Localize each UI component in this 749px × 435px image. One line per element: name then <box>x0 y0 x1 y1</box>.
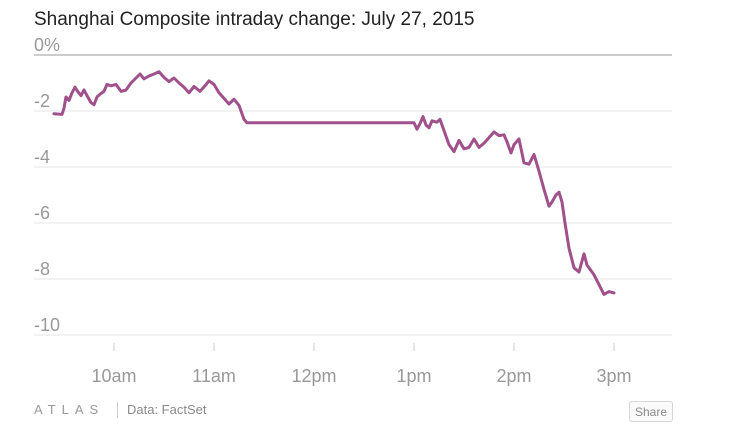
x-tick-label: 11am <box>192 366 236 386</box>
line-chart: 0% -2 -4 -6 -8 -10 10am 11am 12pm 1pm 2pm 3pm <box>34 35 672 386</box>
chart-title: Shanghai Composite intraday change: July… <box>34 9 475 30</box>
x-tick-label: 2pm <box>496 366 531 386</box>
atlas-logo: ATLAS <box>34 402 105 417</box>
x-tick-label: 10am <box>91 366 136 386</box>
x-tick-label: 12pm <box>291 366 336 386</box>
y-tick-label: 0% <box>34 35 60 55</box>
y-tick-label: -2 <box>34 91 50 111</box>
series-line <box>52 70 616 296</box>
share-button[interactable]: Share <box>629 401 673 422</box>
y-tick-label: -4 <box>34 147 50 167</box>
x-tick-label: 1pm <box>396 366 431 386</box>
y-tick-label: -8 <box>34 259 50 279</box>
footer-divider <box>117 402 118 418</box>
y-tick-label: -6 <box>34 203 50 223</box>
y-tick-label: -10 <box>34 315 60 335</box>
x-tick-label: 3pm <box>596 366 631 386</box>
data-source: Data: FactSet <box>127 402 207 417</box>
